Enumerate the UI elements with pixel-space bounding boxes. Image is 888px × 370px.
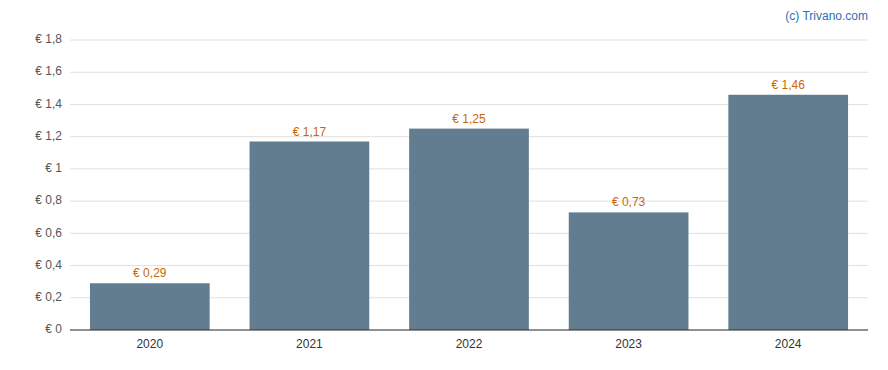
y-tick-label: € 1,4 bbox=[35, 97, 62, 111]
y-tick-label: € 1,2 bbox=[35, 129, 62, 143]
grid-line bbox=[70, 40, 868, 41]
bar bbox=[728, 95, 848, 330]
y-tick-label: € 0,6 bbox=[35, 226, 62, 240]
bar bbox=[250, 142, 370, 331]
x-axis-line bbox=[70, 330, 868, 331]
chart: € 0 € 0,2 € 0,4 € 0,6 € 0,8 € 1 € 1,2 € 1,4 € 1,… bbox=[0, 0, 888, 370]
y-tick-label: € 0,2 bbox=[35, 290, 62, 304]
x-tick-label: 2020 bbox=[136, 337, 163, 351]
data-label: € 0,29 bbox=[133, 266, 167, 280]
data-label: € 0,73 bbox=[612, 195, 646, 209]
grid-line bbox=[70, 330, 868, 331]
y-tick-label: € 1,6 bbox=[35, 64, 62, 78]
y-tick-label: € 0,4 bbox=[35, 258, 62, 272]
data-labels: € 0,29 € 1,17 € 1,25 € 0,73 € 1,46 bbox=[133, 78, 805, 281]
x-tick-label: 2022 bbox=[456, 337, 483, 351]
bar bbox=[90, 283, 210, 330]
y-tick-label: € 0 bbox=[45, 322, 62, 336]
annotation: (c) Trivano.com bbox=[785, 9, 868, 23]
x-tick-label: 2021 bbox=[296, 337, 323, 351]
data-label: € 1,25 bbox=[452, 112, 486, 126]
x-tick-label: 2023 bbox=[615, 337, 642, 351]
y-tick-label: € 1,8 bbox=[35, 32, 62, 46]
y-tick-label: € 0,8 bbox=[35, 193, 62, 207]
y-axis: € 0 € 0,2 € 0,4 € 0,6 € 0,8 € 1 € 1,2 € 1,4 € 1,… bbox=[35, 32, 62, 336]
data-label: € 1,17 bbox=[293, 125, 327, 139]
grid bbox=[70, 40, 868, 330]
y-tick-label: € 1 bbox=[45, 161, 62, 175]
bar bbox=[409, 129, 529, 330]
grid-line bbox=[70, 72, 868, 73]
x-tick-label: 2024 bbox=[775, 337, 802, 351]
data-label: € 1,46 bbox=[772, 78, 806, 92]
bars bbox=[90, 95, 848, 330]
bar bbox=[569, 212, 689, 330]
x-axis: 2020 2021 2022 2023 2024 bbox=[136, 337, 801, 351]
